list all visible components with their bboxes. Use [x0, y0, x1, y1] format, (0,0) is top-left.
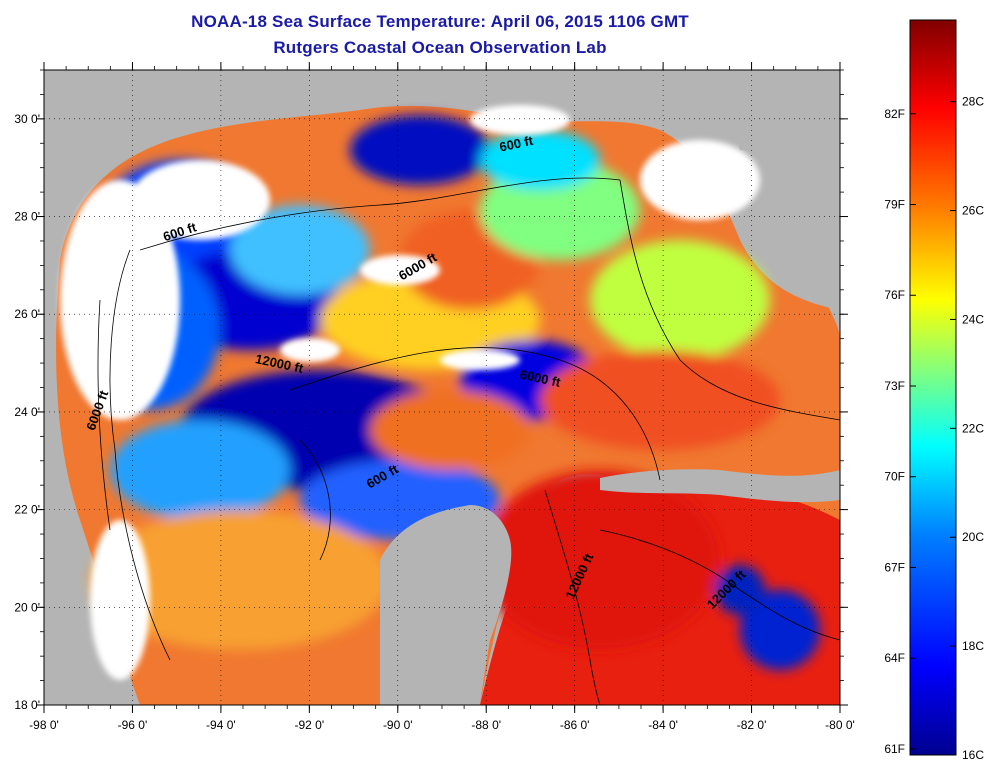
lon-tick-label: -88 0' [471, 718, 501, 732]
colorbar-celsius-label: 22C [962, 421, 984, 435]
lon-tick-label: -90 0' [383, 718, 413, 732]
colorbar-fahrenheit-label: 64F [884, 651, 905, 665]
lat-tick-label: 18 0' [14, 698, 40, 712]
lat-tick-label: 24 0' [14, 405, 40, 419]
map-subtitle: Rutgers Coastal Ocean Observation Lab [273, 38, 607, 57]
colorbar-gradient [909, 19, 957, 756]
land-masses [44, 70, 840, 705]
colorbar-fahrenheit-label: 61F [884, 742, 905, 756]
lon-tick-label: -96 0' [118, 718, 148, 732]
bathymetry-contours [97, 177, 840, 705]
lat-tick-label: 28 0' [14, 210, 40, 224]
axis-ticks: -98 0' -96 0' -94 0' -92 0' -90 0' -88 0' -86 … [14, 62, 855, 732]
colorbar-celsius-label: 20C [962, 530, 984, 544]
colorbar-celsius-label: 28C [962, 95, 984, 109]
colorbar-fahrenheit-label: 79F [884, 198, 905, 212]
lat-tick-label: 26 0' [14, 307, 40, 321]
lat-tick-label: 20 0' [14, 600, 40, 614]
lon-tick-label: -92 0' [295, 718, 325, 732]
colorbar-fahrenheit-label: 70F [884, 470, 905, 484]
colorbar-fahrenheit-label: 82F [884, 107, 905, 121]
colorbar-celsius-label: 18C [962, 639, 984, 653]
lon-tick-label: -98 0' [29, 718, 59, 732]
lon-tick-label: -80 0' [825, 718, 855, 732]
colorbar-fahrenheit-label: 67F [884, 560, 905, 574]
colorbar-fahrenheit-label: 76F [884, 288, 905, 302]
depth-contour-label: 600 ft [498, 133, 535, 155]
sst-field [80, 115, 820, 670]
colorbar-celsius-label: 16C [962, 748, 984, 762]
colorbar-celsius-label: 24C [962, 312, 984, 326]
lon-tick-label: -84 0' [648, 718, 678, 732]
colorbar: 28C 26C 24C 22C 20C 18C 16C 82F 79F 76F 73F 70F 67F 6… [884, 19, 984, 762]
map-title: NOAA-18 Sea Surface Temperature: April 0… [191, 12, 689, 31]
lat-tick-label: 30 0' [14, 112, 40, 126]
lon-tick-label: -86 0' [560, 718, 590, 732]
cloud-cover [60, 105, 840, 680]
lon-tick-label: -94 0' [206, 718, 236, 732]
lon-tick-label: -82 0' [737, 718, 767, 732]
graticule [44, 70, 840, 705]
colorbar-fahrenheit-label: 73F [884, 379, 905, 393]
lat-tick-label: 22 0' [14, 503, 40, 517]
colorbar-celsius-label: 26C [962, 204, 984, 218]
